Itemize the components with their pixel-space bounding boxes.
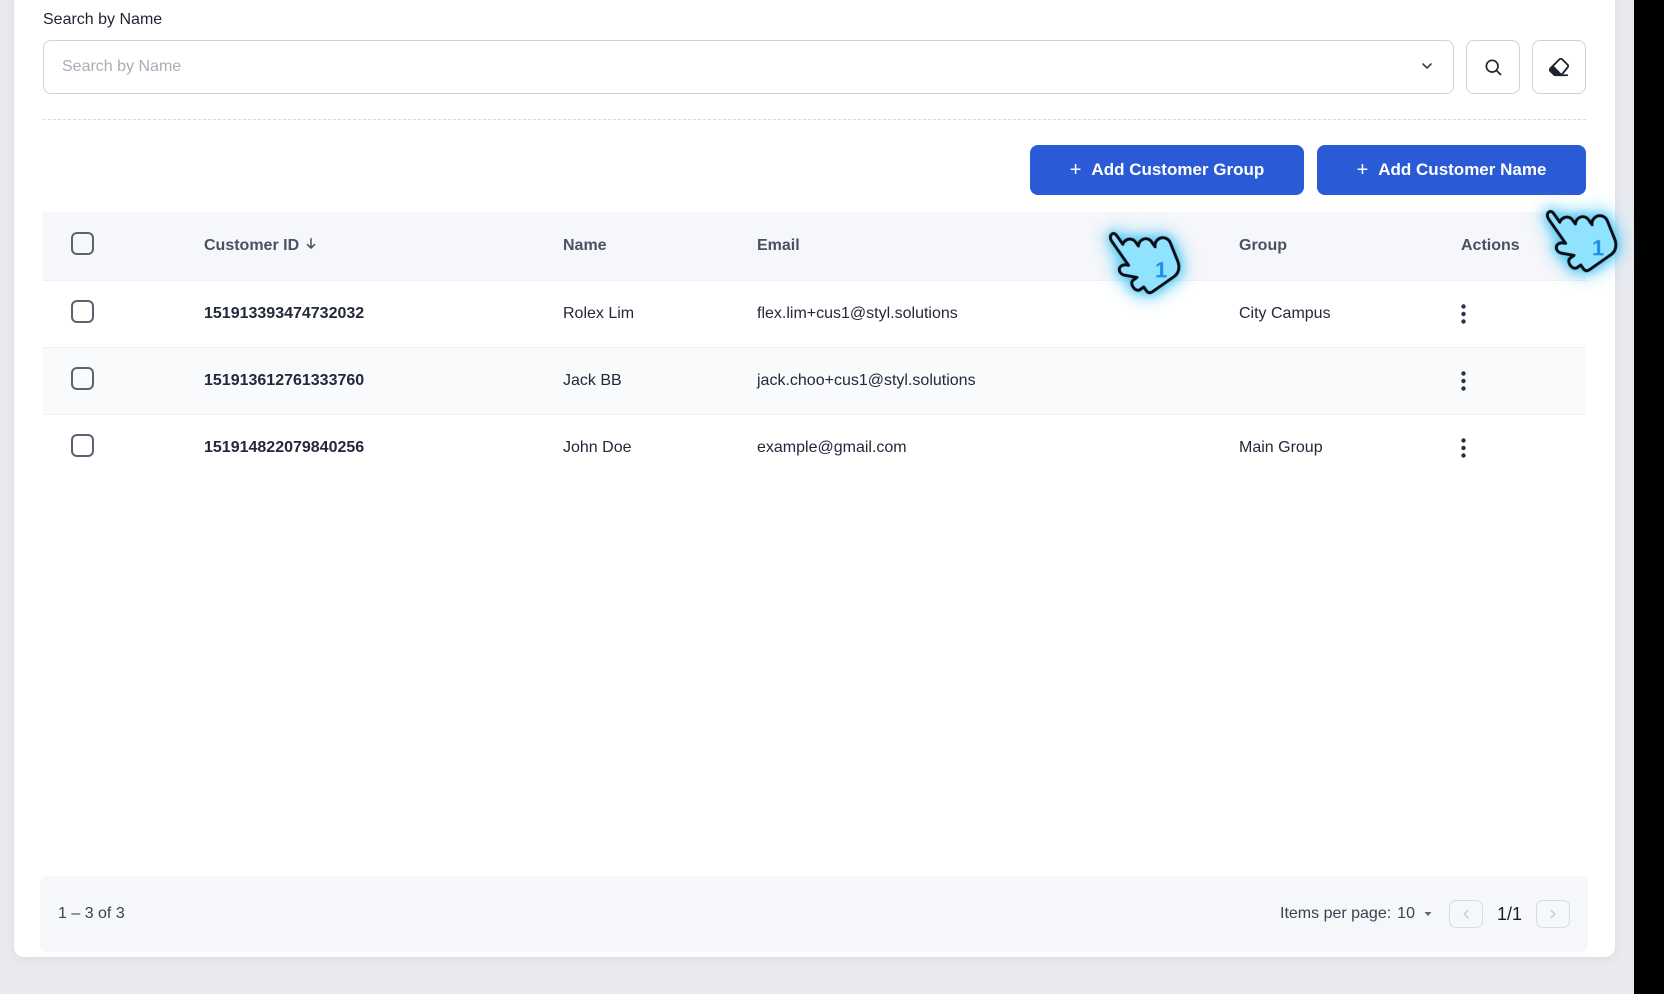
svg-text:1: 1	[1592, 235, 1604, 260]
svg-text:1: 1	[1155, 257, 1167, 282]
